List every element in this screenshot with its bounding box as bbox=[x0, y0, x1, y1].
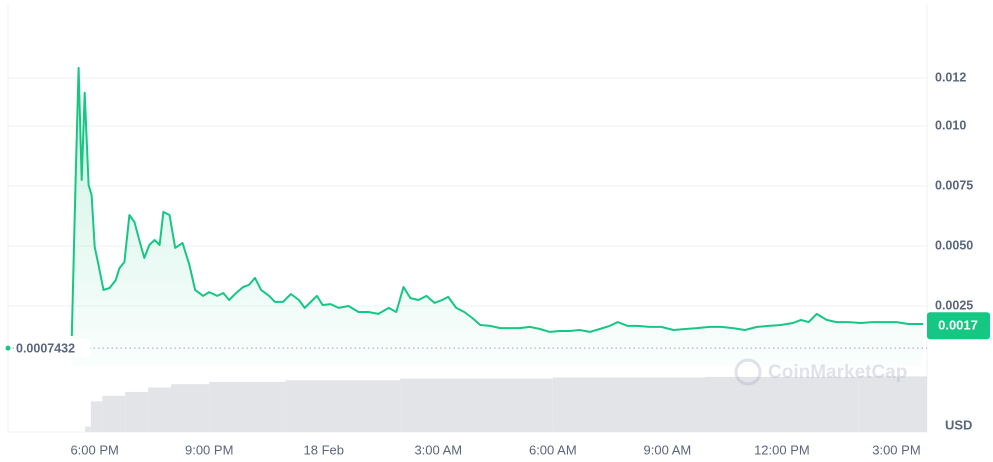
volume-bar bbox=[90, 401, 103, 432]
price-area bbox=[71, 67, 924, 367]
volume-bar bbox=[858, 376, 927, 432]
x-tick-label: 3:00 PM bbox=[872, 442, 920, 457]
y-tick-label: 0.010 bbox=[935, 118, 966, 132]
y-tick-label: 0.0025 bbox=[935, 298, 973, 312]
volume-bar bbox=[209, 381, 286, 432]
x-tick-label: 9:00 AM bbox=[644, 442, 692, 457]
reference-label-bg bbox=[14, 339, 90, 358]
y-tick-label: 0.012 bbox=[935, 70, 966, 84]
x-tick-label: 3:00 AM bbox=[414, 442, 462, 457]
volume-bar bbox=[125, 391, 149, 432]
x-tick-label: 6:00 PM bbox=[70, 442, 118, 457]
price-line bbox=[70, 66, 924, 337]
volume-bar bbox=[148, 387, 172, 432]
watermark-text: CoinMarketCap bbox=[768, 362, 907, 383]
volume-bar bbox=[285, 380, 401, 432]
reference-label: 0.0007432 bbox=[16, 341, 75, 355]
volume-bar bbox=[552, 377, 706, 432]
last-price-badge bbox=[927, 312, 990, 340]
y-tick-label: 0.0050 bbox=[935, 238, 973, 252]
volume-bar bbox=[171, 384, 210, 432]
last-price-label: 0.0017 bbox=[938, 318, 978, 333]
reference-dot bbox=[5, 345, 11, 351]
volume-bar bbox=[102, 395, 126, 432]
currency-label: USD bbox=[945, 417, 972, 432]
x-tick-label: 9:00 PM bbox=[185, 442, 233, 457]
volume-bar bbox=[85, 426, 91, 432]
volume-bar bbox=[400, 378, 553, 432]
x-tick-label: 18 Feb bbox=[304, 442, 344, 457]
volume-bar bbox=[705, 376, 859, 432]
x-tick-label: 12:00 PM bbox=[754, 442, 810, 457]
x-tick-label: 6:00 AM bbox=[529, 442, 577, 457]
y-tick-label: 0.0075 bbox=[935, 178, 973, 192]
